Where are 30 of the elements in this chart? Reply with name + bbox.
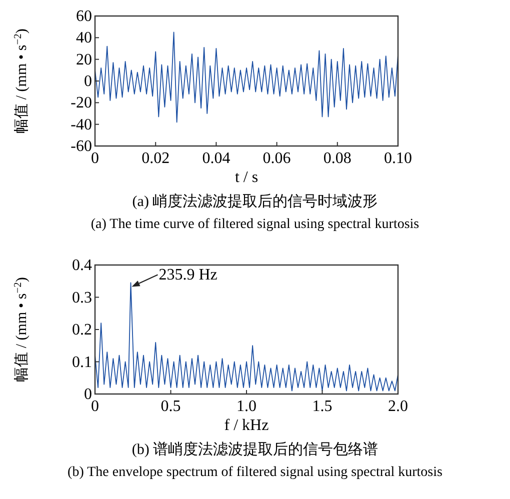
- x-tick-label: 1.0: [236, 398, 256, 415]
- y-tick-label: 0: [84, 73, 92, 90]
- x-tick-label: 0.5: [160, 398, 181, 415]
- line-series: [94, 282, 398, 392]
- y-tick-label: 60: [76, 8, 92, 25]
- x-tick-label: 0.02: [142, 150, 170, 167]
- text: (a) 峭度法滤波提取后的信号时域波形: [132, 193, 378, 210]
- x-axis-title: t / s: [234, 169, 258, 186]
- x-tick-label: 0.08: [323, 150, 352, 167]
- line-series: [94, 32, 398, 123]
- y-tick-label: 0.1: [72, 354, 92, 371]
- y-tick-label: 20: [76, 51, 92, 68]
- x-tick-label: 1.5: [312, 398, 332, 415]
- y-tick-label: -20: [70, 94, 92, 112]
- annotation: 235.9 Hz: [158, 266, 218, 284]
- y-tick-label: -40: [70, 116, 92, 134]
- y-tick-label: 0: [84, 386, 92, 403]
- y-tick-label: 40: [76, 30, 92, 47]
- text: (b) 谱峭度法滤波提取后的信号包络谱: [132, 441, 378, 458]
- y-tick-label: 0.2: [72, 322, 92, 338]
- text: (b) The envelope spectrum of filtered signal using spectral kurtosis: [68, 465, 442, 480]
- y-tick-label: 0.4: [72, 257, 92, 274]
- y-tick-label: -60: [70, 138, 92, 155]
- x-tick-label: 2.0: [388, 398, 408, 415]
- x-tick-label: 0.04: [202, 150, 230, 167]
- x-axis-title: f / kHz: [224, 417, 269, 434]
- x-tick-label: 0.06: [262, 150, 291, 167]
- x-tick-label: 0.10: [384, 150, 412, 167]
- text: (a) The time curve of filtered signal using spectral kurtosis: [90, 217, 420, 232]
- y-tick-label: 0.3: [72, 289, 92, 306]
